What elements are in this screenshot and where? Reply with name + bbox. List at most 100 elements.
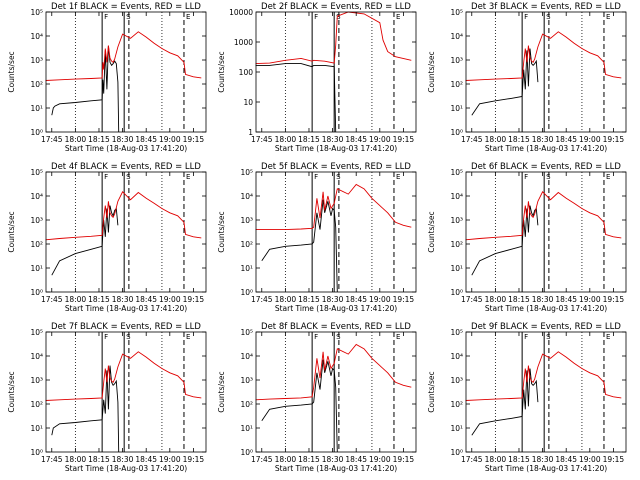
x-tick-label: 19:00 <box>369 135 391 144</box>
flag-label-e: E <box>606 333 610 341</box>
y-tick-label: 10⁵ <box>450 328 463 337</box>
flag-label-f: F <box>314 333 318 341</box>
flag-label-e: E <box>396 173 400 181</box>
x-tick-label: 19:15 <box>393 135 415 144</box>
y-tick-label: 10¹ <box>450 104 463 113</box>
y-tick-label: 10³ <box>30 376 43 385</box>
y-tick-label: 10¹ <box>450 264 463 273</box>
y-tick-label: 10⁰ <box>30 128 43 137</box>
flag-label-e: E <box>186 333 190 341</box>
x-tick-label: 18:15 <box>298 455 320 464</box>
x-tick-label: 18:15 <box>508 295 530 304</box>
x-axis-label: Start Time (18-Aug-03 17:41:20) <box>485 464 607 473</box>
x-tick-label: 18:45 <box>135 135 157 144</box>
x-axis-label: Start Time (18-Aug-03 17:41:20) <box>275 304 397 313</box>
y-axis-label: Counts/sec <box>217 371 226 412</box>
x-tick-label: 19:00 <box>579 455 601 464</box>
chart-title: Det 2f BLACK = Events, RED = LLD <box>261 2 411 12</box>
y-tick-label: 10⁴ <box>450 192 463 201</box>
flag-label-f: F <box>524 13 528 21</box>
y-tick-label: 10000 <box>229 8 253 17</box>
y-tick-label: 10⁴ <box>30 352 43 361</box>
chart-title: Det 7f BLACK = Events, RED = LLD <box>51 322 201 332</box>
y-tick-label: 10⁴ <box>450 32 463 41</box>
x-tick-label: 19:15 <box>603 295 625 304</box>
y-tick-label: 10⁰ <box>450 448 463 457</box>
y-tick-label: 10² <box>450 400 463 409</box>
y-axis-label: Counts/sec <box>7 211 16 252</box>
x-tick-label: 18:15 <box>88 455 110 464</box>
series-line-lld <box>255 343 412 401</box>
x-tick-label: 19:00 <box>369 455 391 464</box>
x-tick-label: 19:00 <box>579 135 601 144</box>
x-tick-label: 19:00 <box>159 295 181 304</box>
series-line-events <box>471 48 539 116</box>
x-tick-label: 18:00 <box>65 135 87 144</box>
x-tick-label: 19:00 <box>369 295 391 304</box>
y-tick-label: 10⁰ <box>450 288 463 297</box>
y-tick-label: 10⁰ <box>30 288 43 297</box>
x-tick-label: 18:00 <box>275 455 297 464</box>
x-tick-label: 18:45 <box>345 295 367 304</box>
series-line-lld <box>45 351 202 401</box>
y-tick-label: 10³ <box>450 376 463 385</box>
x-tick-label: 18:15 <box>298 135 320 144</box>
x-tick-label: 18:15 <box>88 295 110 304</box>
y-tick-label: 10² <box>240 240 253 249</box>
plot-frame <box>255 11 417 133</box>
chart-title: Det 1f BLACK = Events, RED = LLD <box>51 2 201 12</box>
x-tick-label: 17:45 <box>251 455 273 464</box>
series-line-events <box>51 45 120 133</box>
y-tick-label: 10 <box>243 98 253 107</box>
x-tick-label: 17:45 <box>251 295 273 304</box>
x-tick-label: 18:30 <box>322 455 344 464</box>
flag-label-f: F <box>104 333 108 341</box>
series-line-lld <box>45 191 202 241</box>
x-tick-label: 18:30 <box>112 295 134 304</box>
flag-label-s: S <box>126 333 131 341</box>
series-line-lld <box>255 183 412 231</box>
y-tick-label: 10⁵ <box>30 328 43 337</box>
x-tick-label: 19:15 <box>393 295 415 304</box>
x-tick-label: 18:15 <box>508 135 530 144</box>
x-tick-label: 18:45 <box>345 135 367 144</box>
x-tick-label: 19:15 <box>603 455 625 464</box>
x-tick-label: 19:15 <box>393 455 415 464</box>
flag-label-e: E <box>606 13 610 21</box>
x-tick-label: 18:45 <box>345 455 367 464</box>
y-tick-label: 10³ <box>240 216 253 225</box>
y-tick-label: 10³ <box>450 56 463 65</box>
y-axis-label: Counts/sec <box>427 211 436 252</box>
y-tick-label: 10⁵ <box>240 328 253 337</box>
y-tick-label: 10² <box>30 400 43 409</box>
plot-frame <box>255 331 417 453</box>
x-tick-label: 18:30 <box>322 135 344 144</box>
series-line-lld <box>255 11 412 65</box>
plot-frame <box>255 171 417 293</box>
y-tick-label: 10⁵ <box>30 168 43 177</box>
y-tick-label: 10⁵ <box>30 8 43 17</box>
x-tick-label: 18:45 <box>555 135 577 144</box>
series-line-lld <box>465 351 622 401</box>
flag-label-f: F <box>524 173 528 181</box>
y-tick-label: 10⁴ <box>30 32 43 41</box>
x-axis-label: Start Time (18-Aug-03 17:41:20) <box>65 304 187 313</box>
flag-label-f: F <box>104 13 108 21</box>
flag-label-s: S <box>546 173 551 181</box>
x-tick-label: 17:45 <box>41 135 63 144</box>
series-line-events <box>51 365 120 453</box>
series-line-events <box>51 205 119 276</box>
x-tick-label: 18:00 <box>65 455 87 464</box>
y-tick-label: 10³ <box>30 56 43 65</box>
x-axis-label: Start Time (18-Aug-03 17:41:20) <box>65 464 187 473</box>
y-tick-label: 10³ <box>240 376 253 385</box>
x-tick-label: 18:15 <box>508 455 530 464</box>
x-axis-label: Start Time (18-Aug-03 17:41:20) <box>275 464 397 473</box>
flag-label-s: S <box>336 173 341 181</box>
flag-label-e: E <box>186 13 190 21</box>
plot-frame <box>465 11 627 133</box>
